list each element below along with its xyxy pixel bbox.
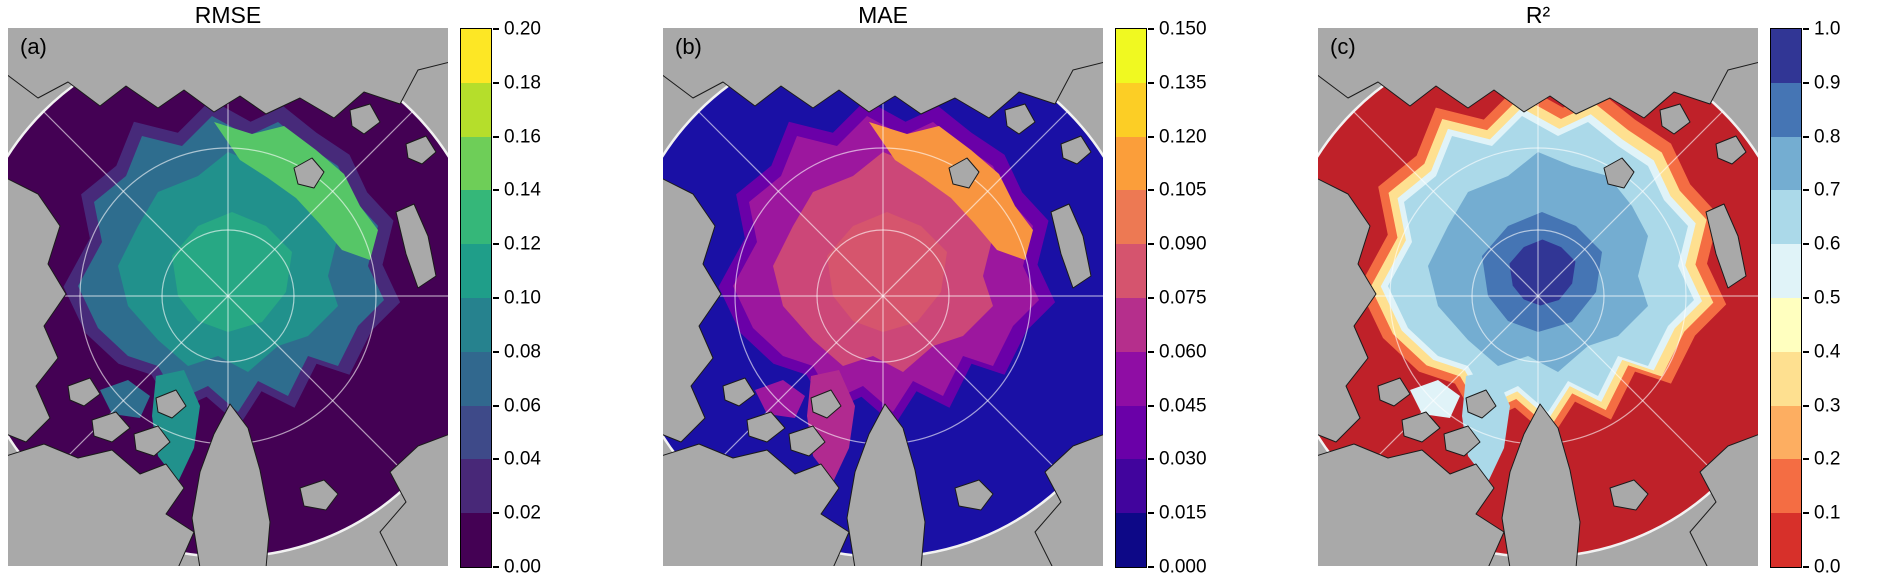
colorbar-tick-label: 0.02 <box>504 502 541 524</box>
colorbar-tick-label: 0.030 <box>1159 448 1207 470</box>
colorbar-tick-label: 1.0 <box>1814 18 1841 40</box>
panel-a: RMSE (a) 0.20 0. <box>8 2 572 577</box>
colorbar-rmse <box>460 28 492 568</box>
colorbar-tick-label: 0.20 <box>504 18 541 40</box>
colorbar-column-c: 1.0 0.9 0.8 0.7 0.6 0.5 0.4 0.3 0.2 0.1 0.0 <box>1770 2 1882 577</box>
colorbar-tick-label: 0.1 <box>1814 502 1841 524</box>
colorbar-tick-label: 0.00 <box>504 556 541 578</box>
colorbar-column-b: 0.150 0.135 0.120 0.105 0.090 0.075 0.060 0.045… <box>1115 2 1227 577</box>
colorbar-tick-label: 0.105 <box>1159 179 1207 201</box>
colorbar-tick-label: 0.06 <box>504 395 541 417</box>
colorbar-tick-label: 0.150 <box>1159 18 1207 40</box>
panel-b-label: (b) <box>675 34 702 59</box>
colorbar-tick-label: 0.000 <box>1159 556 1207 578</box>
colorbar-ticks-r2: 1.0 0.9 0.8 0.7 0.6 0.5 0.4 0.3 0.2 0.1 0.0 <box>1803 20 1881 577</box>
colorbar-tick-label: 0.4 <box>1814 341 1841 363</box>
colorbar-r2 <box>1770 28 1802 568</box>
colorbar-tick-label: 0.7 <box>1814 179 1841 201</box>
colorbar-tick-label: 0.16 <box>504 126 541 148</box>
panel-a-title: RMSE <box>194 2 262 28</box>
colorbar-tick-label: 0.120 <box>1159 126 1207 148</box>
colorbar-tick-label: 0.2 <box>1814 448 1841 470</box>
colorbar-tick-label: 0.075 <box>1159 287 1207 309</box>
colorbar-tick-label: 0.10 <box>504 287 541 309</box>
arctic-map-r2 <box>1318 28 1758 566</box>
colorbar-tick-label: 0.18 <box>504 72 541 94</box>
panel-c-label: (c) <box>1330 34 1356 59</box>
colorbar-tick-label: 0.9 <box>1814 72 1841 94</box>
colorbar-tick-label: 0.060 <box>1159 341 1207 363</box>
panel-c: R² (c) <box>1318 2 1882 577</box>
colorbar-tick-label: 0.090 <box>1159 233 1207 255</box>
colorbar-tick-label: 0.14 <box>504 179 541 201</box>
colorbar-tick-label: 0.015 <box>1159 502 1207 524</box>
colorbar-tick-label: 0.08 <box>504 341 541 363</box>
panel-a-label: (a) <box>20 34 47 59</box>
colorbar-ticks-rmse: 0.20 0.18 0.16 0.14 0.12 0.10 0.08 0.06 0.04 0.02… <box>493 20 571 577</box>
colorbar-mae <box>1115 28 1147 568</box>
colorbar-ticks-mae: 0.150 0.135 0.120 0.105 0.090 0.075 0.060 0.045… <box>1148 20 1226 577</box>
colorbar-tick-label: 0.045 <box>1159 395 1207 417</box>
arctic-map-rmse <box>8 28 448 566</box>
colorbar-tick-label: 0.6 <box>1814 233 1841 255</box>
panel-b: MAE (b) 0.150 0. <box>663 2 1227 577</box>
colorbar-tick-label: 0.04 <box>504 448 541 470</box>
colorbar-tick-label: 0.0 <box>1814 556 1841 578</box>
arctic-map-mae <box>663 28 1103 566</box>
colorbar-tick-label: 0.5 <box>1814 287 1841 309</box>
colorbar-tick-label: 0.12 <box>504 233 541 255</box>
colorbar-tick-label: 0.8 <box>1814 126 1841 148</box>
colorbar-tick-label: 0.3 <box>1814 395 1841 417</box>
colorbar-column-a: 0.20 0.18 0.16 0.14 0.12 0.10 0.08 0.06 0.04 0.02… <box>460 2 572 577</box>
panel-c-title: R² <box>1525 2 1551 28</box>
colorbar-tick-label: 0.135 <box>1159 72 1207 94</box>
panel-b-title: MAE <box>858 2 908 28</box>
